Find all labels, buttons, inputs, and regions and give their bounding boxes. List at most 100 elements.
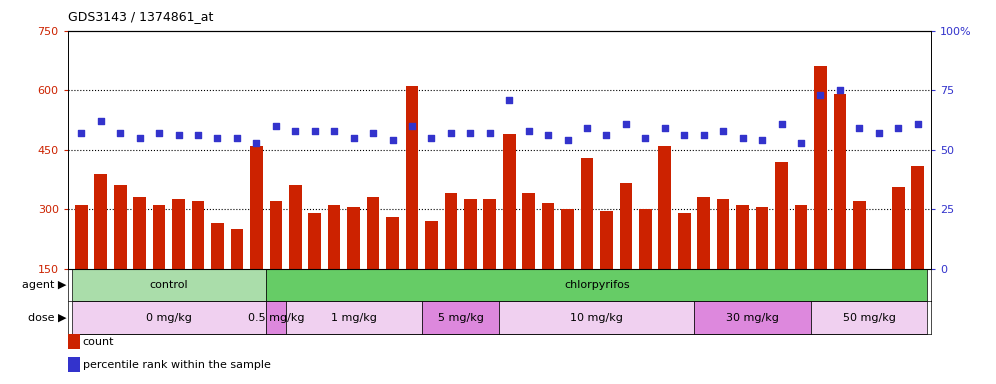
Bar <box>678 213 690 269</box>
Point <box>131 135 147 141</box>
Point <box>307 127 323 134</box>
Bar <box>639 209 651 269</box>
Bar <box>891 187 904 269</box>
Point <box>890 125 906 131</box>
Text: control: control <box>149 280 188 290</box>
Bar <box>561 209 574 269</box>
Bar <box>309 213 321 269</box>
Bar <box>72 269 266 301</box>
Point <box>170 132 186 139</box>
Bar <box>75 205 88 269</box>
Point <box>113 130 128 136</box>
Bar <box>814 66 827 269</box>
Point <box>268 123 284 129</box>
Text: 0.5 mg/kg: 0.5 mg/kg <box>248 313 304 323</box>
Point <box>501 97 517 103</box>
Bar <box>483 199 496 269</box>
Point <box>521 127 537 134</box>
Point <box>560 137 576 143</box>
Point <box>909 121 925 127</box>
Bar <box>405 86 418 269</box>
Point <box>287 127 303 134</box>
Point <box>366 130 381 136</box>
Bar <box>266 269 927 301</box>
Point <box>656 125 672 131</box>
Bar <box>367 197 379 269</box>
Bar <box>542 204 555 269</box>
Bar <box>328 205 341 269</box>
Text: dose ▶: dose ▶ <box>28 313 67 323</box>
Bar <box>872 269 885 289</box>
Bar <box>444 194 457 269</box>
Point <box>74 130 90 136</box>
Bar <box>811 301 927 334</box>
Point <box>384 137 400 143</box>
Bar <box>421 301 499 334</box>
Point <box>774 121 790 127</box>
Bar <box>68 357 80 372</box>
Text: 1 mg/kg: 1 mg/kg <box>331 313 376 323</box>
Bar <box>581 158 594 269</box>
Text: count: count <box>83 337 115 347</box>
Text: 10 mg/kg: 10 mg/kg <box>571 313 623 323</box>
Bar <box>522 194 535 269</box>
Text: agent ▶: agent ▶ <box>22 280 67 290</box>
Text: 0 mg/kg: 0 mg/kg <box>146 313 192 323</box>
Point <box>676 132 692 139</box>
Bar <box>95 174 108 269</box>
Bar <box>348 207 360 269</box>
Text: 50 mg/kg: 50 mg/kg <box>843 313 895 323</box>
Point <box>715 127 731 134</box>
Point <box>637 135 653 141</box>
Bar <box>503 134 516 269</box>
Point <box>190 132 206 139</box>
Point <box>540 132 556 139</box>
Bar <box>499 301 694 334</box>
Bar <box>114 185 126 269</box>
Bar <box>72 301 266 334</box>
Point <box>482 130 498 136</box>
Point <box>443 130 459 136</box>
Bar <box>775 162 788 269</box>
Bar <box>386 217 398 269</box>
Bar <box>658 146 671 269</box>
Text: chlorpyrifos: chlorpyrifos <box>564 280 629 290</box>
Text: 5 mg/kg: 5 mg/kg <box>437 313 483 323</box>
Bar <box>694 301 811 334</box>
Bar <box>289 185 302 269</box>
Point <box>599 132 615 139</box>
Point <box>93 118 109 124</box>
Bar <box>601 211 613 269</box>
Bar <box>834 94 847 269</box>
Bar <box>425 221 438 269</box>
Text: GDS3143 / 1374861_at: GDS3143 / 1374861_at <box>68 10 213 23</box>
Text: 30 mg/kg: 30 mg/kg <box>726 313 779 323</box>
Point <box>579 125 595 131</box>
Bar <box>68 334 80 349</box>
Bar <box>464 199 477 269</box>
Point <box>735 135 751 141</box>
Point <box>754 137 770 143</box>
Bar <box>620 184 632 269</box>
Bar <box>152 205 165 269</box>
Point <box>423 135 439 141</box>
Bar <box>231 229 243 269</box>
Bar <box>133 197 146 269</box>
Bar <box>270 201 282 269</box>
Point <box>229 135 245 141</box>
Bar <box>266 301 286 334</box>
Bar <box>911 166 924 269</box>
Bar <box>795 205 808 269</box>
Bar <box>697 197 710 269</box>
Point <box>346 135 362 141</box>
Point <box>618 121 633 127</box>
Bar <box>286 301 421 334</box>
Point <box>696 132 712 139</box>
Bar <box>191 201 204 269</box>
Bar <box>211 223 224 269</box>
Point <box>813 92 829 98</box>
Bar <box>172 199 185 269</box>
Point <box>462 130 478 136</box>
Point <box>248 139 264 146</box>
Point <box>327 127 343 134</box>
